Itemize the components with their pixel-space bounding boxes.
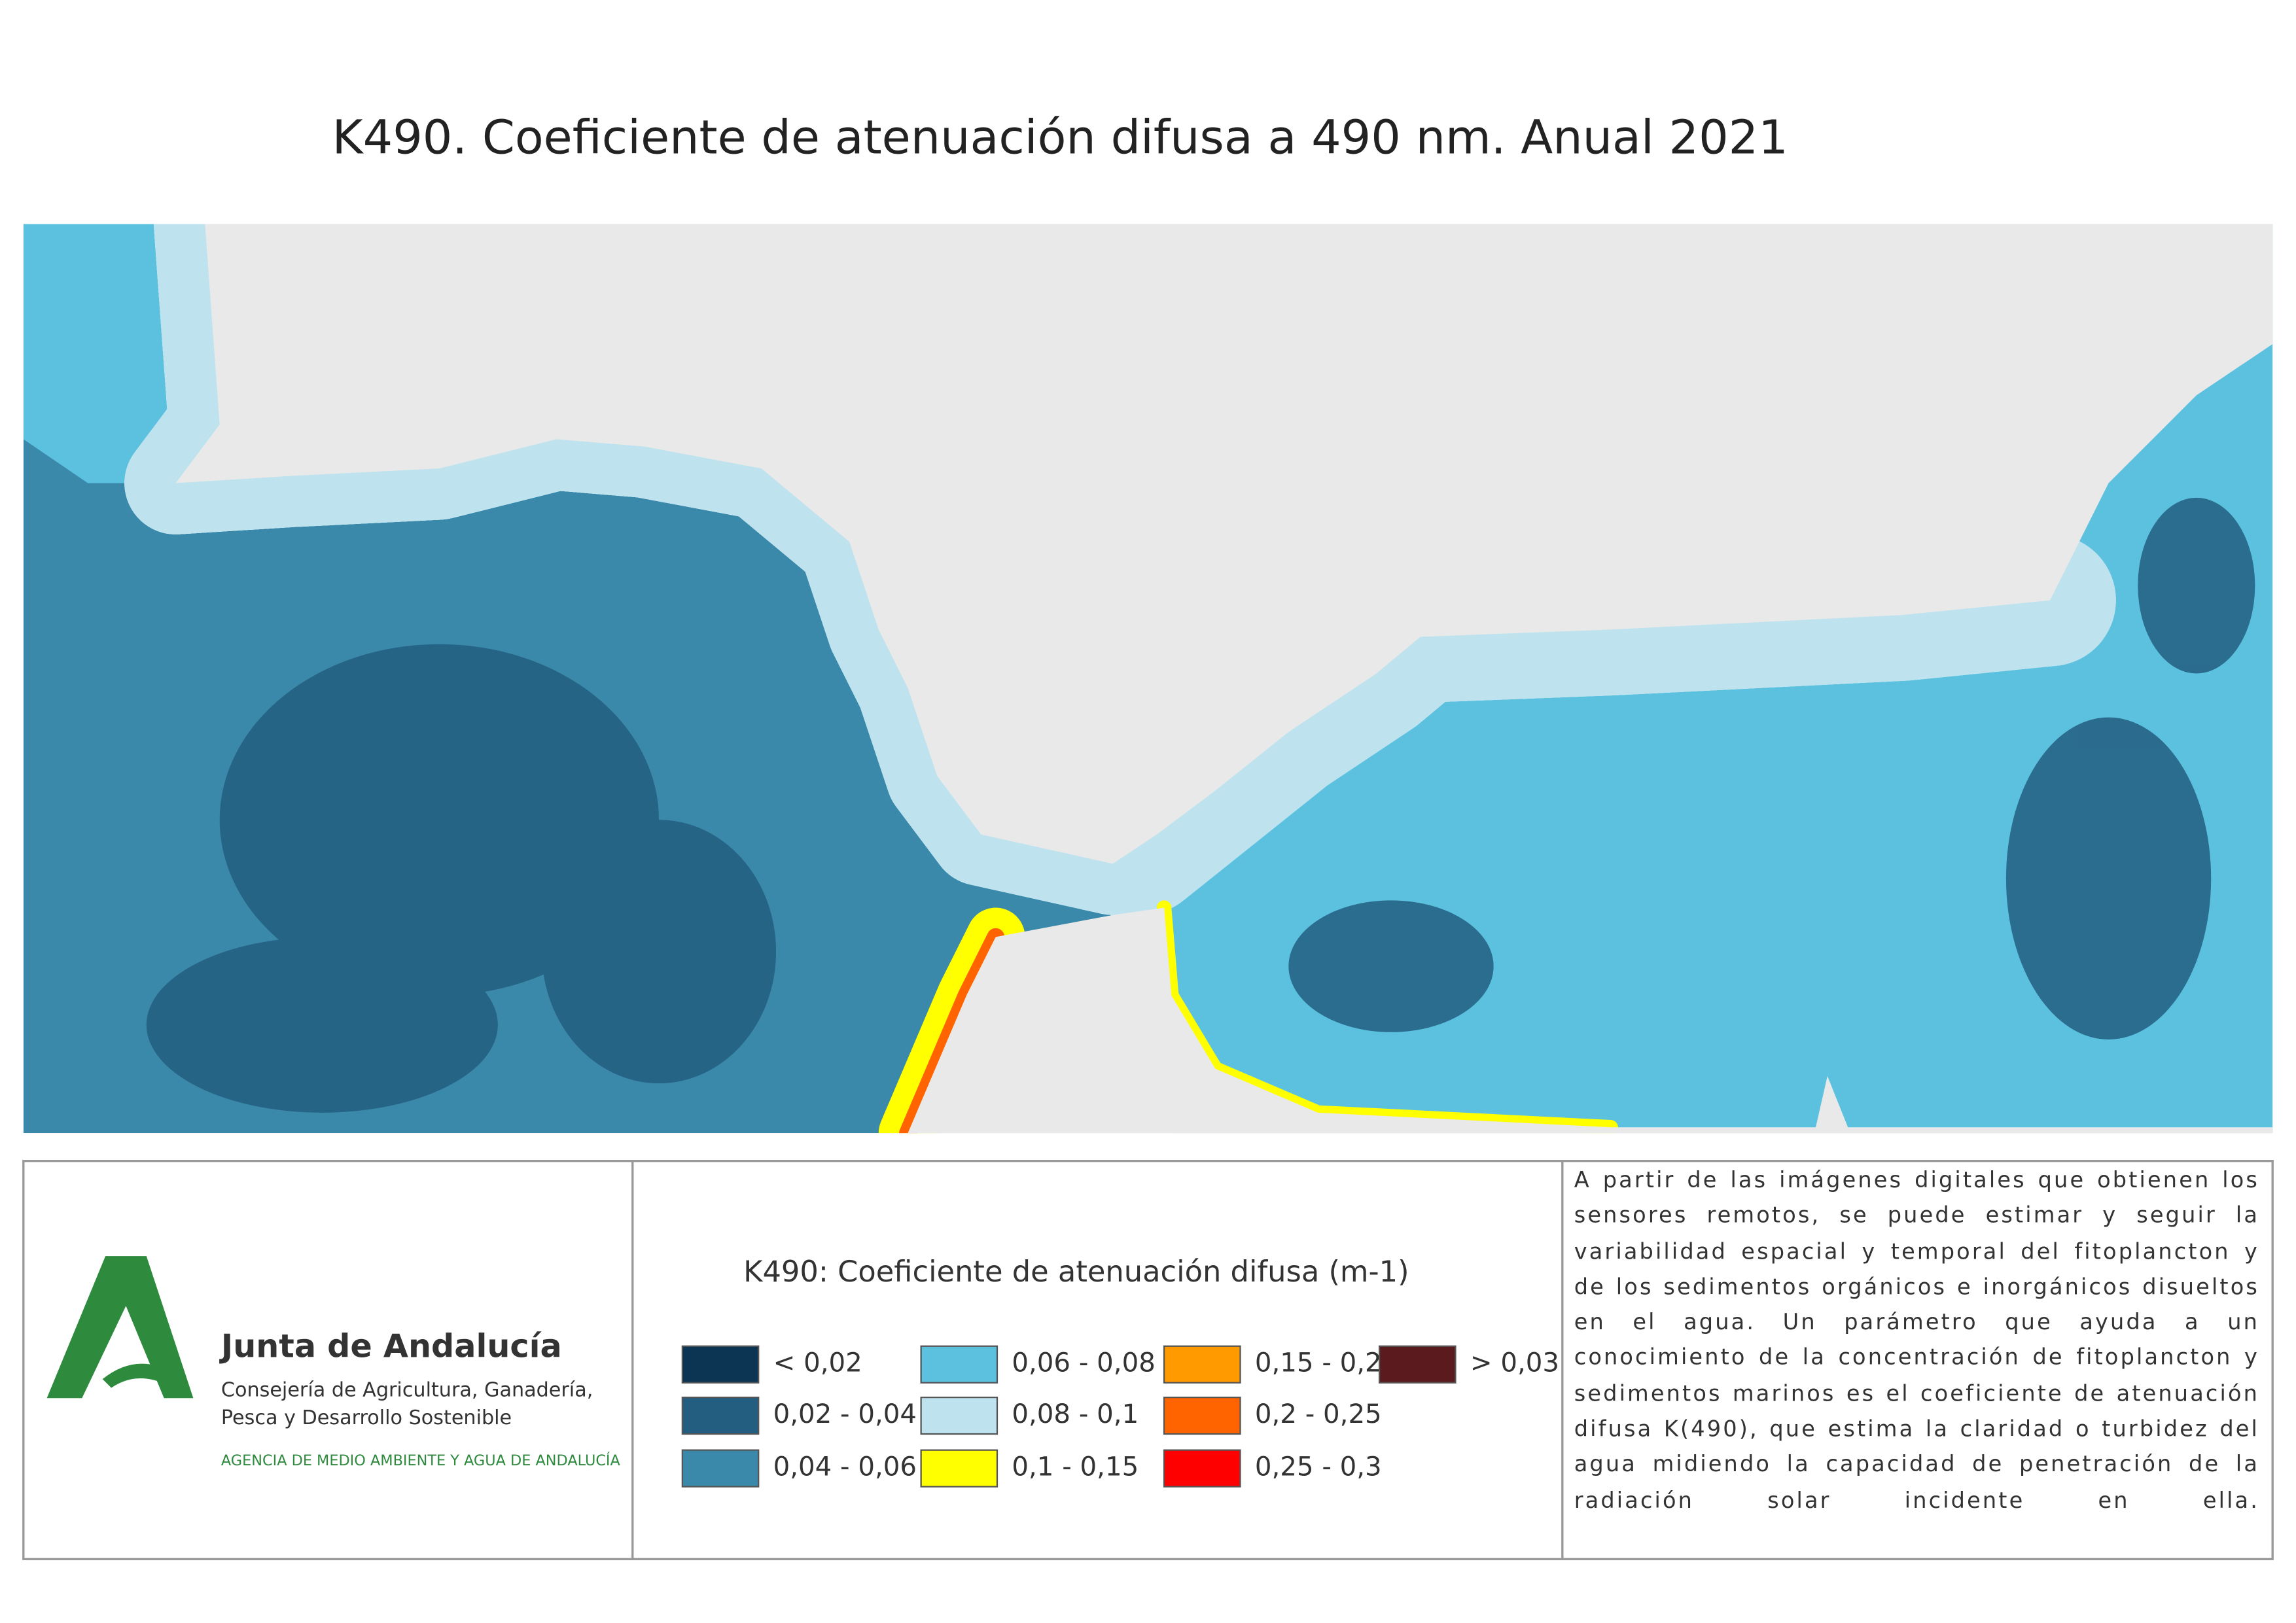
- logo: Junta de Andalucía Consejería de Agricul…: [46, 1256, 621, 1469]
- legend-title: K490: Coeficiente de atenuación difusa (…: [743, 1254, 1409, 1289]
- legend-swatch: [1378, 1345, 1457, 1384]
- description-box: A partir de las imágenes digitales que o…: [1574, 1166, 2260, 1514]
- legend-swatch: [681, 1396, 760, 1435]
- africa-land: [908, 907, 2273, 1134]
- logo-agency: AGENCIA DE MEDIO AMBIENTE Y AGUA DE ANDA…: [221, 1451, 621, 1469]
- legend-label: 0,02 - 0,04: [773, 1399, 917, 1429]
- legend-swatch: [681, 1449, 760, 1488]
- legend-swatch: [920, 1449, 998, 1488]
- legend-swatch: [681, 1345, 760, 1384]
- legend-label: 0,04 - 0,06: [773, 1452, 917, 1482]
- legend-label: > 0,03: [1470, 1348, 1559, 1378]
- logo-swoosh: [102, 1363, 179, 1388]
- legend-swatch: [920, 1345, 998, 1384]
- legend-label: 0,08 - 0,1: [1012, 1399, 1139, 1429]
- legend-label: 0,1 - 0,15: [1012, 1452, 1139, 1482]
- legend-swatch: [1163, 1396, 1241, 1435]
- legend-label: 0,06 - 0,08: [1012, 1348, 1155, 1378]
- map: [23, 224, 2273, 1134]
- legend-label: 0,15 - 0,2: [1255, 1348, 1382, 1378]
- map-title: K490. Coeficiente de atenuación difusa a…: [332, 110, 1788, 164]
- logo-name: Junta de Andalucía: [219, 1327, 562, 1365]
- legend-swatch: [920, 1396, 998, 1435]
- deep-patches: [146, 497, 2255, 1113]
- logo-subtitle: Pesca y Desarrollo Sostenible: [221, 1406, 512, 1429]
- logo-mark: [46, 1256, 194, 1399]
- legend-label: 0,2 - 0,25: [1255, 1399, 1382, 1429]
- logo-subtitle: Consejería de Agricultura, Ganadería,: [221, 1379, 593, 1402]
- legend: < 0,02 0,02 - 0,04 0,04 - 0,06 0,06 - 0,08 0…: [681, 1345, 1559, 1488]
- legend-label: 0,25 - 0,3: [1255, 1452, 1382, 1482]
- description: A partir de las imágenes digitales que o…: [1574, 1166, 2260, 1514]
- legend-label: < 0,02: [773, 1348, 862, 1378]
- legend-swatch: [1163, 1449, 1241, 1488]
- info-panel: Junta de Andalucía Consejería de Agricul…: [22, 1160, 2274, 1561]
- iberia-land: [175, 224, 2273, 864]
- panel-border: [22, 1160, 2274, 1561]
- legend-swatch: [1163, 1345, 1241, 1384]
